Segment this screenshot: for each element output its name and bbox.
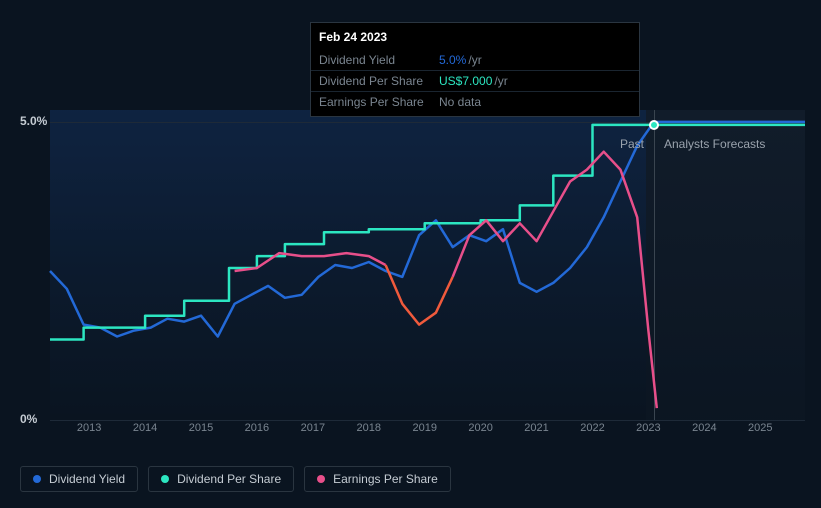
legend-dot-icon	[33, 475, 41, 483]
x-axis-tick: 2024	[692, 422, 716, 434]
tooltip-row-label: Dividend Yield	[319, 53, 439, 67]
tooltip-row: Earnings Per ShareNo data	[311, 92, 639, 112]
x-axis-tick: 2025	[748, 422, 772, 434]
legend-item[interactable]: Dividend Yield	[20, 466, 138, 492]
y-axis-label: 5.0%	[20, 114, 47, 128]
series-line	[453, 152, 657, 408]
tooltip-row: Dividend Per ShareUS$7.000/yr	[311, 71, 639, 92]
tooltip-row-label: Earnings Per Share	[319, 95, 439, 109]
y-axis-label: 0%	[20, 412, 37, 426]
x-axis-tick: 2022	[580, 422, 604, 434]
legend-label: Dividend Per Share	[177, 472, 281, 486]
current-marker-dot	[649, 120, 659, 130]
legend-label: Earnings Per Share	[333, 472, 438, 486]
legend-item[interactable]: Dividend Per Share	[148, 466, 294, 492]
chart-tooltip: Feb 24 2023 Dividend Yield5.0%/yrDividen…	[310, 22, 640, 117]
x-axis-tick: 2016	[245, 422, 269, 434]
legend-label: Dividend Yield	[49, 472, 125, 486]
tooltip-row-unit: /yr	[494, 74, 507, 88]
x-axis-tick: 2014	[133, 422, 157, 434]
x-axis-tick: 2017	[301, 422, 325, 434]
tooltip-row-unit: /yr	[468, 53, 481, 67]
gridline	[50, 420, 805, 421]
chart-legend: Dividend Yield Dividend Per Share Earnings…	[20, 466, 451, 492]
chart-lines	[50, 110, 805, 420]
tooltip-row-value: No data	[439, 95, 481, 109]
tooltip-row: Dividend Yield5.0%/yr	[311, 50, 639, 71]
x-axis-tick: 2021	[524, 422, 548, 434]
tooltip-row-value: 5.0%	[439, 53, 466, 67]
x-axis-tick: 2023	[636, 422, 660, 434]
legend-dot-icon	[161, 475, 169, 483]
chart-plot-area: 0%5.0% Past Analysts Forecasts	[50, 110, 805, 420]
past-label: Past	[620, 137, 644, 151]
x-axis-tick: 2018	[357, 422, 381, 434]
x-axis-tick: 2013	[77, 422, 101, 434]
series-line	[50, 125, 805, 340]
legend-dot-icon	[317, 475, 325, 483]
tooltip-date: Feb 24 2023	[311, 27, 639, 50]
x-axis-tick: 2019	[412, 422, 436, 434]
x-axis-tick: 2015	[189, 422, 213, 434]
series-line	[50, 122, 805, 337]
tooltip-row-value: US$7.000	[439, 74, 492, 88]
legend-item[interactable]: Earnings Per Share	[304, 466, 451, 492]
forecast-label: Analysts Forecasts	[664, 137, 765, 151]
x-axis-tick: 2020	[468, 422, 492, 434]
tooltip-row-label: Dividend Per Share	[319, 74, 439, 88]
